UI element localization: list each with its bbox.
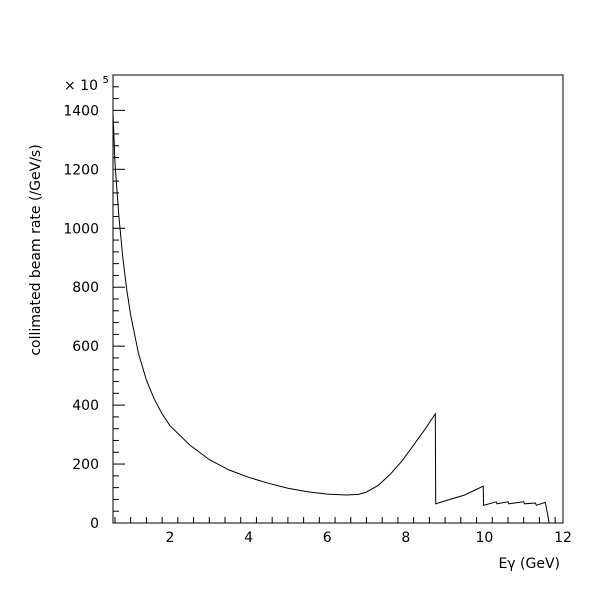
y-axis-title: collimated beam rate (/GeV/s) <box>28 144 44 355</box>
y-tick-label: 0 <box>90 516 99 532</box>
x-tick-label: 12 <box>554 530 572 546</box>
x-tick-label: 8 <box>401 530 410 546</box>
y-tick-label: 1000 <box>63 221 99 237</box>
x-tick-label: 2 <box>166 530 175 546</box>
x-tick-label: 6 <box>323 530 332 546</box>
x-tick-label: 10 <box>475 530 493 546</box>
y-multiplier-label: × 10 5 <box>64 75 109 94</box>
y-tick-label: 200 <box>72 457 99 473</box>
y-multiplier-base: × 10 <box>64 78 98 94</box>
y-tick-label: 1200 <box>63 162 99 178</box>
x-axis-title: Eγ (GeV) <box>498 556 560 572</box>
y-multiplier-exponent: 5 <box>102 75 108 86</box>
y-tick-label: 1400 <box>63 103 99 119</box>
y-axis-ticks: 0 200 400 600 800 1000 1200 1400 <box>63 74 125 532</box>
series-line <box>112 113 550 524</box>
y-tick-label: 600 <box>72 339 99 355</box>
y-tick-label: 800 <box>72 280 99 296</box>
y-tick-label: 400 <box>72 398 99 414</box>
x-tick-label: 4 <box>244 530 253 546</box>
plot-frame <box>112 74 564 524</box>
x-axis-ticks: 2 4 6 8 10 12 <box>114 517 572 546</box>
